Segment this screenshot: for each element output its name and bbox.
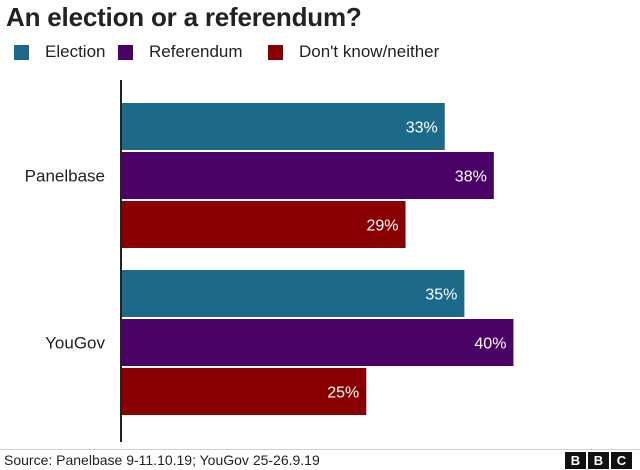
footer-divider [0, 449, 640, 450]
legend-swatch-referendum [118, 45, 133, 60]
legend-label-election: Election [45, 42, 106, 61]
bar-panelbase-don-t-know-neither [121, 201, 406, 248]
bar-panelbase-referendum [121, 152, 494, 199]
legend-swatch-election [14, 45, 29, 60]
category-label-yougov: YouGov [45, 334, 105, 353]
bbc-logo-letter: B [588, 452, 609, 469]
bar-yougov-referendum [121, 319, 514, 366]
bar-value-label: 40% [474, 336, 506, 353]
bar-yougov-election [121, 270, 465, 317]
legend-label-referendum: Referendum [149, 42, 243, 61]
legend-swatch-dont-know [268, 45, 283, 60]
bar-value-label: 35% [425, 287, 457, 304]
category-label-panelbase: Panelbase [25, 167, 105, 186]
chart-title: An election or a referendum? [6, 2, 362, 32]
bbc-logo-letter: B [565, 452, 586, 469]
bar-value-label: 29% [366, 218, 398, 235]
bbc-logo-letter: C [611, 452, 632, 469]
bar-value-label: 25% [327, 385, 359, 402]
legend-label-dont-know: Don't know/neither [299, 42, 440, 61]
source-note: Source: Panelbase 9-11.10.19; YouGov 25-… [4, 452, 320, 468]
bar-value-label: 38% [455, 169, 487, 186]
bbc-logo: B B C [565, 452, 632, 469]
bar-panelbase-election [121, 103, 445, 150]
bar-yougov-don-t-know-neither [121, 368, 367, 415]
bar-value-label: 33% [406, 120, 438, 137]
